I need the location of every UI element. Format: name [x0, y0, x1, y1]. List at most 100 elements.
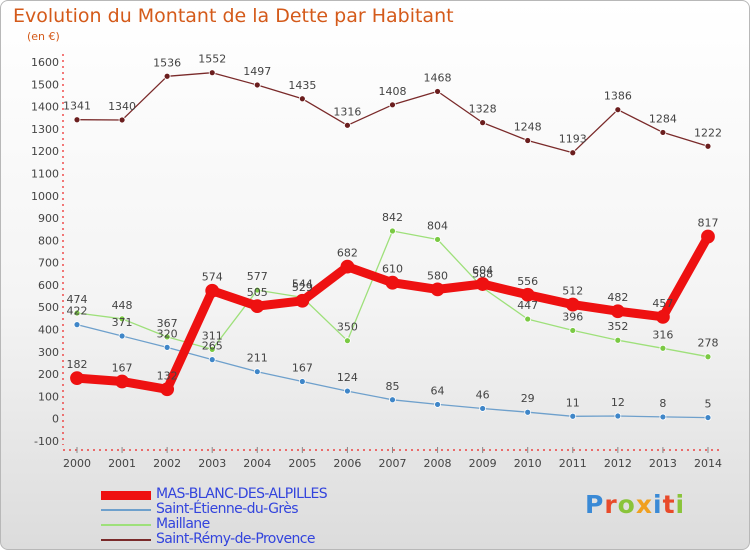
- data-point: [115, 374, 129, 389]
- data-point: [73, 309, 81, 317]
- data-point: [208, 345, 216, 353]
- legend-swatch: [101, 490, 151, 500]
- legend-swatch: [101, 539, 151, 541]
- logo-letter: P: [585, 490, 605, 519]
- data-label: 29: [521, 392, 535, 405]
- chart-title: Evolution du Montant de la Dette par Hab…: [13, 5, 454, 27]
- data-label: 556: [517, 275, 538, 288]
- data-label: 46: [476, 388, 490, 401]
- data-point: [565, 297, 580, 312]
- data-label: 352: [607, 320, 628, 333]
- y-tick-label: 1500: [31, 78, 59, 91]
- data-point: [205, 283, 220, 298]
- data-point: [434, 236, 441, 243]
- data-label: 1408: [378, 85, 406, 98]
- legend-label: Saint-Rémy-de-Provence: [156, 531, 315, 547]
- data-point: [569, 327, 577, 334]
- y-tick-label: 100: [38, 390, 59, 403]
- data-point: [430, 282, 445, 297]
- data-label: 577: [247, 270, 268, 283]
- data-point: [253, 81, 261, 89]
- plot-area: [70, 69, 715, 421]
- data-label: 512: [562, 285, 583, 298]
- data-point: [298, 378, 306, 385]
- data-label: 817: [697, 217, 718, 230]
- data-label: 311: [202, 329, 223, 342]
- data-label: 610: [382, 263, 403, 276]
- data-label: 11: [566, 396, 580, 409]
- data-label: 1284: [649, 112, 677, 125]
- data-label: 1193: [559, 133, 587, 146]
- data-label: 1248: [514, 120, 542, 133]
- data-point: [434, 401, 441, 408]
- data-label: 574: [202, 271, 223, 284]
- data-label: 371: [112, 316, 133, 329]
- data-label: 604: [472, 264, 493, 277]
- x-tick-label: 2002: [153, 457, 181, 470]
- data-point: [73, 116, 81, 124]
- data-label: 482: [607, 291, 628, 304]
- legend-label: Maillane: [156, 516, 210, 532]
- axes: -100 0 100 200 300 400 500 600 700 800 900 1000 1100…: [31, 54, 723, 470]
- data-label: 1536: [153, 56, 181, 69]
- data-label: 448: [112, 299, 133, 312]
- data-label: 1386: [604, 90, 632, 103]
- data-point: [569, 149, 577, 157]
- data-point: [659, 129, 667, 136]
- y-tick-label: 1000: [31, 190, 59, 203]
- data-point: [344, 337, 351, 345]
- y-tick-label: 400: [38, 324, 59, 337]
- data-point: [475, 277, 490, 291]
- proxiti-logo: Proxiti: [585, 490, 685, 519]
- data-label: 1468: [424, 71, 452, 84]
- data-point: [208, 356, 216, 364]
- data-point: [118, 315, 126, 323]
- data-point: [253, 368, 261, 376]
- x-tick-label: 2005: [288, 457, 316, 470]
- data-label: 350: [337, 321, 358, 334]
- data-point: [253, 286, 261, 294]
- data-point: [344, 121, 351, 129]
- data-label: 544: [292, 277, 313, 290]
- data-label: 132: [157, 369, 178, 382]
- data-label: 1497: [243, 65, 271, 78]
- data-point: [118, 332, 126, 340]
- data-point: [163, 343, 171, 351]
- legend-swatch: [101, 524, 151, 526]
- data-label: 396: [562, 310, 583, 323]
- data-label: 12: [611, 396, 625, 409]
- data-point: [659, 344, 667, 352]
- y-tick-label: 1300: [31, 123, 59, 136]
- y-tick-label: 1600: [31, 56, 59, 69]
- data-label: 265: [202, 340, 223, 353]
- x-tick-label: 2012: [604, 457, 632, 470]
- data-point: [704, 142, 712, 150]
- legend-label: MAS-BLANC-DES-ALPILLES: [156, 486, 328, 502]
- data-label: 1328: [469, 103, 497, 116]
- data-label: 682: [337, 247, 358, 260]
- data-point: [656, 309, 670, 324]
- data-point: [340, 259, 355, 274]
- data-label: 447: [517, 299, 538, 312]
- data-point: [524, 137, 532, 144]
- data-label: 167: [292, 361, 313, 374]
- data-label: 422: [67, 305, 88, 318]
- x-tick-label: 2007: [378, 457, 406, 470]
- x-tick-label: 2008: [424, 457, 452, 470]
- data-point: [70, 371, 84, 386]
- y-tick-label: 900: [38, 212, 59, 225]
- y-tick-label: 1100: [31, 167, 59, 180]
- data-label: 182: [67, 358, 88, 371]
- data-point: [163, 333, 171, 341]
- data-point: [479, 405, 487, 412]
- y-tick-label: 1400: [31, 101, 59, 114]
- data-point: [389, 396, 396, 404]
- data-label: 804: [427, 219, 448, 232]
- x-tick-label: 2014: [694, 457, 722, 470]
- data-label: 8: [659, 397, 666, 410]
- data-label: 64: [431, 384, 445, 397]
- data-label: 1435: [288, 79, 316, 92]
- x-tick-label: 2003: [198, 457, 226, 470]
- legend-label: Saint-Étienne-du-Grès: [156, 501, 299, 517]
